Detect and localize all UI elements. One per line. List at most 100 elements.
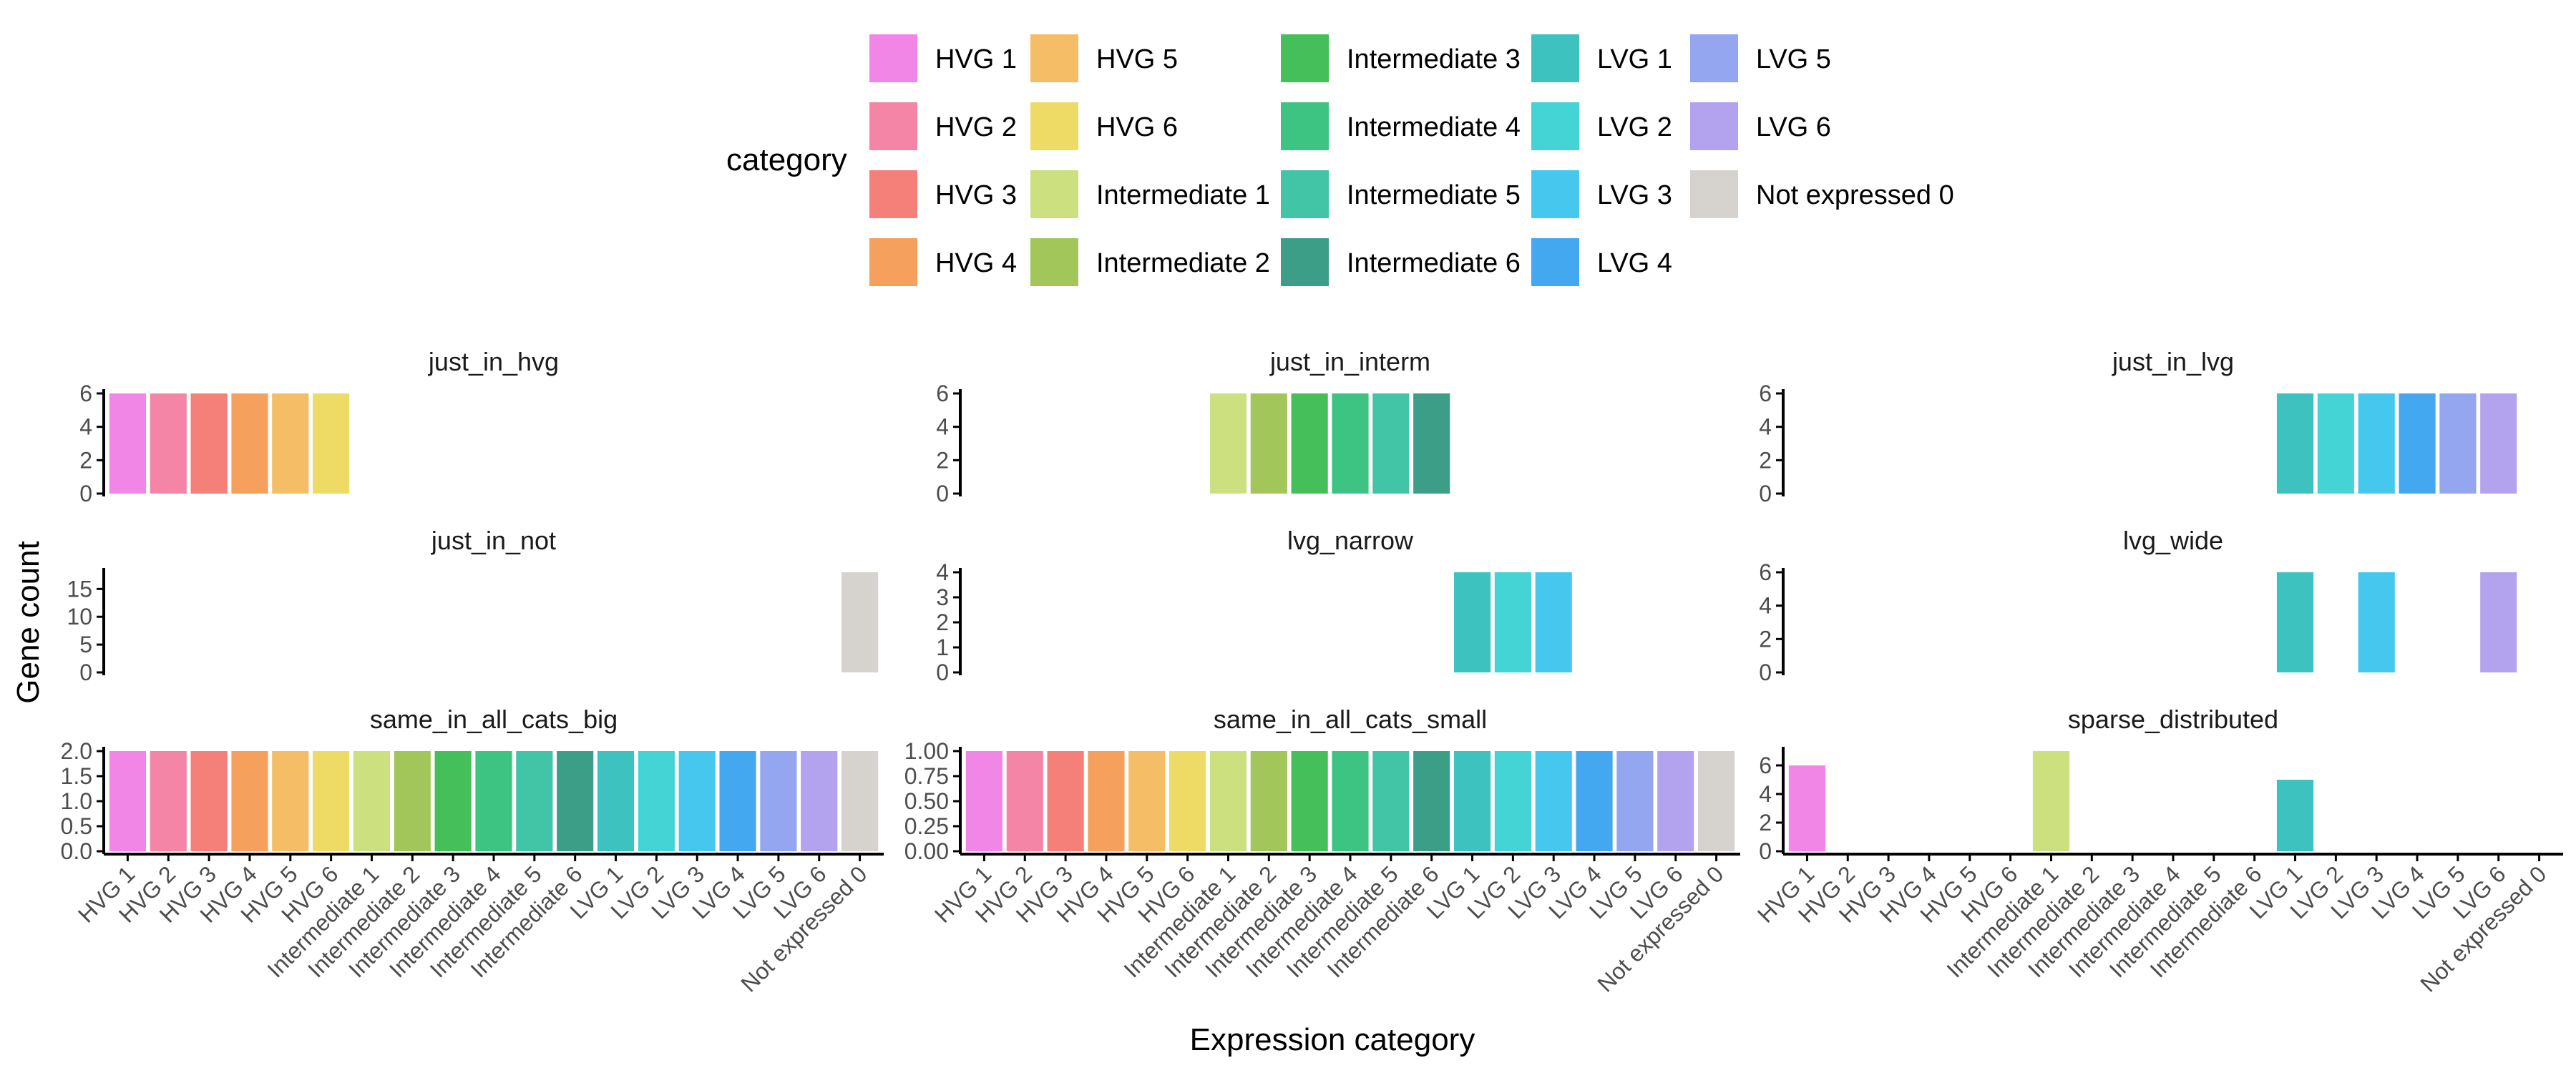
bar-intermediate-5 xyxy=(1372,751,1410,851)
bar-hvg-1 xyxy=(109,751,146,851)
y-tick-label: 6 xyxy=(936,381,949,406)
y-tick-label: 0 xyxy=(936,660,949,685)
bar-intermediate-2 xyxy=(1250,393,1287,494)
y-tick-label: 6 xyxy=(1759,381,1772,406)
legend-item-intermediate-1: Intermediate 1 xyxy=(1030,170,1270,218)
legend-item-hvg-1: HVG 1 xyxy=(869,34,1017,82)
legend-item-lvg-1: LVG 1 xyxy=(1531,34,1672,82)
facet-title: lvg_wide xyxy=(2123,526,2223,555)
bar-lvg-1 xyxy=(1453,572,1491,672)
y-tick-label: 0.75 xyxy=(904,763,949,789)
legend-label: Intermediate 3 xyxy=(1347,44,1521,74)
bar-hvg-4 xyxy=(1088,751,1125,851)
y-tick-label: 5 xyxy=(79,632,92,657)
y-tick-label: 0 xyxy=(79,481,92,506)
facet-panel-just-in-hvg: just_in_hvg 0 2 4 6 xyxy=(79,347,559,506)
facet-title: sparse_distributed xyxy=(2068,705,2278,734)
y-tick-label: 2 xyxy=(1759,810,1772,836)
facet-panel-just-in-interm: just_in_interm 0 2 4 6 xyxy=(936,347,1450,506)
legend-swatch xyxy=(1030,238,1078,286)
bar-intermediate-3 xyxy=(434,751,472,851)
legend-swatch xyxy=(869,34,917,82)
legend-item-hvg-6: HVG 6 xyxy=(1030,102,1178,150)
legend-label: Intermediate 1 xyxy=(1096,180,1270,210)
y-tick-label: 0 xyxy=(1759,481,1772,506)
legend-label: Not expressed 0 xyxy=(1756,180,1954,210)
bar-intermediate-4 xyxy=(1332,751,1369,851)
legend-item-intermediate-3: Intermediate 3 xyxy=(1281,34,1521,82)
legend-swatch xyxy=(1531,170,1579,218)
y-tick-label: 2 xyxy=(1759,447,1772,473)
bar-lvg-1 xyxy=(2276,393,2314,494)
facet-title: just_in_not xyxy=(431,526,556,555)
bar-lvg-4 xyxy=(719,751,756,851)
y-tick-label: 0.50 xyxy=(904,788,949,814)
bar-lvg-2 xyxy=(638,751,675,851)
legend-swatch xyxy=(869,238,917,286)
y-tick-label: 4 xyxy=(1759,593,1772,619)
legend-swatch xyxy=(1030,170,1078,218)
bar-hvg-6 xyxy=(1169,751,1206,851)
bar-not-expressed-0 xyxy=(841,751,879,851)
bar-lvg-2 xyxy=(2317,393,2354,494)
legend-swatch xyxy=(1281,34,1329,82)
y-tick-label: 6 xyxy=(79,381,92,406)
bar-lvg-2 xyxy=(1494,572,1531,672)
bar-hvg-1 xyxy=(965,751,1002,851)
y-tick-label: 4 xyxy=(936,414,949,440)
bar-intermediate-2 xyxy=(394,751,431,851)
y-axis-label: Gene count xyxy=(11,541,46,704)
bar-lvg-6 xyxy=(1657,751,1694,851)
bar-hvg-2 xyxy=(1006,751,1043,851)
bar-lvg-1 xyxy=(2276,572,2314,672)
legend-item-intermediate-5: Intermediate 5 xyxy=(1281,170,1521,218)
y-tick-label: 6 xyxy=(1759,753,1772,778)
legend-label: LVG 3 xyxy=(1597,180,1672,210)
bar-lvg-6 xyxy=(2480,572,2517,672)
y-tick-label: 0.0 xyxy=(61,838,92,864)
bar-intermediate-4 xyxy=(475,751,512,851)
bar-intermediate-4 xyxy=(1332,393,1369,494)
bar-intermediate-5 xyxy=(1372,393,1410,494)
legend-label: HVG 6 xyxy=(1096,112,1178,142)
bar-lvg-3 xyxy=(2358,572,2395,672)
legend-item-hvg-5: HVG 5 xyxy=(1030,34,1178,82)
legend-label: Intermediate 6 xyxy=(1347,248,1521,278)
bar-hvg-1 xyxy=(109,393,146,494)
bar-lvg-3 xyxy=(678,751,716,851)
bar-hvg-6 xyxy=(313,393,350,494)
bar-hvg-6 xyxy=(313,751,350,851)
bar-intermediate-1 xyxy=(2032,751,2070,851)
legend-label: LVG 2 xyxy=(1597,112,1672,142)
y-tick-label: 0 xyxy=(79,660,92,685)
legend-swatch xyxy=(1690,170,1738,218)
legend-label: LVG 4 xyxy=(1597,248,1672,278)
legend-label: HVG 2 xyxy=(935,112,1017,142)
bar-hvg-2 xyxy=(150,393,187,494)
bar-lvg-5 xyxy=(2439,393,2477,494)
bar-lvg-3 xyxy=(1535,751,1572,851)
y-tick-label: 6 xyxy=(1759,559,1772,585)
y-tick-label: 3 xyxy=(936,584,949,610)
legend-label: LVG 5 xyxy=(1756,44,1831,74)
y-tick-label: 0.00 xyxy=(904,838,949,864)
y-tick-label: 0 xyxy=(1759,660,1772,685)
bar-lvg-2 xyxy=(1494,751,1531,851)
legend-label: HVG 5 xyxy=(1096,44,1178,74)
y-tick-label: 1.0 xyxy=(61,788,92,814)
facet-panel-just-in-lvg: just_in_lvg 0 2 4 6 xyxy=(1759,347,2517,506)
bar-lvg-1 xyxy=(2276,780,2314,851)
bar-hvg-5 xyxy=(272,393,309,494)
legend-label: Intermediate 4 xyxy=(1347,112,1521,142)
legend-swatch xyxy=(1281,102,1329,150)
y-tick-label: 1.5 xyxy=(61,763,92,789)
legend-swatch xyxy=(1690,102,1738,150)
legend-swatch xyxy=(1531,34,1579,82)
legend-label: HVG 3 xyxy=(935,180,1017,210)
bar-intermediate-1 xyxy=(1209,751,1247,851)
legend-item-not-expressed-0: Not expressed 0 xyxy=(1690,170,1954,218)
bar-lvg-6 xyxy=(2480,393,2517,494)
bar-lvg-5 xyxy=(1616,751,1654,851)
y-tick-label: 10 xyxy=(67,604,92,629)
